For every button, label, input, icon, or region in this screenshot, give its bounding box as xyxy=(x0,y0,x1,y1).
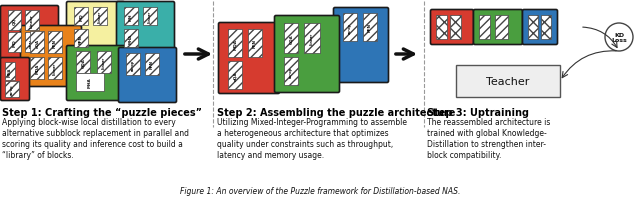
Text: Applying block-wise local distillation to every
alternative subblock replacement: Applying block-wise local distillation t… xyxy=(2,117,189,160)
Text: Step 1: Crafting the “puzzle pieces”: Step 1: Crafting the “puzzle pieces” xyxy=(2,107,202,117)
Text: Figure 1: An overview of the Puzzle framework for Distillation-based NAS.: Figure 1: An overview of the Puzzle fram… xyxy=(180,186,460,195)
Text: no-op: no-op xyxy=(10,84,14,95)
FancyBboxPatch shape xyxy=(76,74,104,92)
FancyBboxPatch shape xyxy=(218,23,280,94)
FancyBboxPatch shape xyxy=(479,16,490,40)
FancyBboxPatch shape xyxy=(1,6,58,59)
FancyBboxPatch shape xyxy=(528,16,538,40)
Text: QQA: QQA xyxy=(81,58,85,68)
Text: no-op: no-op xyxy=(131,59,135,70)
FancyBboxPatch shape xyxy=(118,48,177,103)
FancyBboxPatch shape xyxy=(522,10,557,45)
Text: FFN: FFN xyxy=(29,38,33,47)
FancyBboxPatch shape xyxy=(67,2,125,55)
Text: QQ: QQ xyxy=(13,17,17,25)
Text: MQ: MQ xyxy=(79,13,83,21)
FancyBboxPatch shape xyxy=(30,32,44,54)
Text: no-op: no-op xyxy=(348,22,352,33)
FancyBboxPatch shape xyxy=(495,16,508,40)
FancyBboxPatch shape xyxy=(228,30,242,58)
Text: KD
Loss: KD Loss xyxy=(611,32,627,43)
FancyBboxPatch shape xyxy=(126,54,140,76)
FancyBboxPatch shape xyxy=(30,58,44,80)
Text: Linear: Linear xyxy=(102,57,106,69)
Text: The reassembled architecture is
trained with global Knowledge-
Distillation to s: The reassembled architecture is trained … xyxy=(427,117,550,160)
FancyBboxPatch shape xyxy=(116,2,175,55)
FancyBboxPatch shape xyxy=(5,82,19,98)
FancyBboxPatch shape xyxy=(431,10,474,45)
FancyBboxPatch shape xyxy=(8,33,21,53)
FancyBboxPatch shape xyxy=(1,58,29,101)
Text: MQA: MQA xyxy=(233,38,237,49)
FancyBboxPatch shape xyxy=(74,30,88,48)
Text: Utilizing Mixed-Integer-Programming to assemble
a heterogeneous architecture tha: Utilizing Mixed-Integer-Programming to a… xyxy=(217,117,407,160)
FancyBboxPatch shape xyxy=(541,16,551,40)
Text: GQA: GQA xyxy=(289,34,293,44)
FancyBboxPatch shape xyxy=(8,11,21,31)
FancyBboxPatch shape xyxy=(145,54,159,76)
FancyBboxPatch shape xyxy=(363,14,377,42)
FancyBboxPatch shape xyxy=(474,10,522,45)
Text: eQA: eQA xyxy=(233,71,237,80)
FancyBboxPatch shape xyxy=(143,8,157,26)
Text: FFN: FFN xyxy=(53,38,57,47)
FancyBboxPatch shape xyxy=(124,30,138,48)
Text: no-op: no-op xyxy=(289,66,293,77)
Text: MHA: MHA xyxy=(129,34,133,44)
Text: FFN: FFN xyxy=(150,60,154,69)
FancyBboxPatch shape xyxy=(436,16,447,40)
Text: MH: MH xyxy=(129,13,133,21)
FancyBboxPatch shape xyxy=(343,14,357,42)
FancyBboxPatch shape xyxy=(456,66,560,98)
Text: FFN: FFN xyxy=(368,23,372,32)
Text: Step 2: Assembling the puzzle architecture: Step 2: Assembling the puzzle architectu… xyxy=(217,107,456,117)
Text: Teacher: Teacher xyxy=(486,77,530,87)
Text: Linear: Linear xyxy=(98,11,102,23)
Circle shape xyxy=(605,24,633,52)
FancyBboxPatch shape xyxy=(275,16,339,93)
Text: Linear: Linear xyxy=(310,33,314,45)
FancyBboxPatch shape xyxy=(25,33,38,53)
FancyBboxPatch shape xyxy=(124,8,138,26)
FancyBboxPatch shape xyxy=(76,52,90,74)
FancyBboxPatch shape xyxy=(74,8,88,26)
Text: Linear: Linear xyxy=(148,11,152,23)
Text: MQA: MQA xyxy=(35,64,39,74)
FancyBboxPatch shape xyxy=(25,11,39,31)
FancyBboxPatch shape xyxy=(67,46,129,101)
FancyBboxPatch shape xyxy=(93,8,107,26)
FancyBboxPatch shape xyxy=(228,62,242,90)
FancyBboxPatch shape xyxy=(333,8,388,83)
FancyBboxPatch shape xyxy=(284,58,298,86)
Text: FFN: FFN xyxy=(79,34,83,43)
Text: Linear: Linear xyxy=(30,14,34,28)
FancyBboxPatch shape xyxy=(304,24,320,54)
Text: MHA: MHA xyxy=(88,77,92,88)
Text: Linear: Linear xyxy=(53,63,57,75)
Text: MHA: MHA xyxy=(8,67,12,76)
FancyBboxPatch shape xyxy=(248,30,262,58)
FancyBboxPatch shape xyxy=(48,58,62,80)
Text: FFN: FFN xyxy=(253,39,257,48)
Text: Step 3: Uptraining: Step 3: Uptraining xyxy=(427,107,529,117)
FancyBboxPatch shape xyxy=(20,26,81,87)
FancyBboxPatch shape xyxy=(5,63,15,81)
Text: eQA: eQA xyxy=(35,38,39,47)
FancyBboxPatch shape xyxy=(48,32,62,54)
FancyBboxPatch shape xyxy=(284,24,298,54)
Text: MQ: MQ xyxy=(13,39,17,47)
FancyBboxPatch shape xyxy=(450,16,461,40)
FancyBboxPatch shape xyxy=(97,52,111,74)
